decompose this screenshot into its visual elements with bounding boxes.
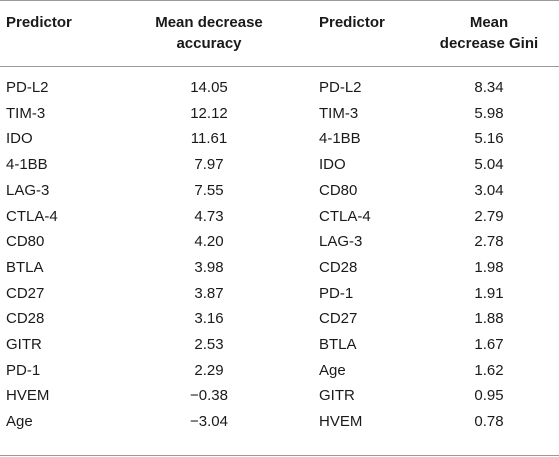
mean-decrease-gini-cell: 2.78 bbox=[474, 233, 504, 251]
mean-decrease-accuracy-cell: 4.20 bbox=[194, 233, 224, 251]
predictor-accuracy-cell: CD80 bbox=[6, 233, 45, 251]
table-row: BTLA 3.98 CD28 1.98 bbox=[0, 255, 559, 281]
mean-decrease-gini-cell: 8.34 bbox=[474, 79, 504, 96]
table-row: GITR 2.53 BTLA 1.67 bbox=[0, 332, 559, 358]
predictor-accuracy-cell: GITR bbox=[6, 336, 42, 354]
mean-decrease-accuracy-cell: 3.16 bbox=[194, 310, 224, 328]
header-line: Predictor bbox=[6, 14, 72, 31]
mean-decrease-accuracy-cell: 4.73 bbox=[194, 207, 224, 225]
mean-decrease-accuracy-cell: 7.97 bbox=[194, 156, 224, 174]
mean-decrease-accuracy-cell: 3.98 bbox=[194, 258, 224, 276]
predictor-gini-cell: IDO bbox=[319, 156, 346, 174]
predictor-accuracy-cell: TIM-3 bbox=[6, 104, 46, 122]
mean-decrease-gini-cell: 5.98 bbox=[474, 104, 504, 122]
table-row: CTLA-4 4.73 CTLA-4 2.79 bbox=[0, 204, 559, 230]
predictor-importance-table: Predictor Mean decrease accuracy Predicto… bbox=[0, 0, 559, 435]
mean-decrease-gini-cell: 1.67 bbox=[474, 336, 504, 354]
mean-decrease-accuracy-cell: −3.04 bbox=[190, 413, 228, 431]
predictor-gini-cell: CD27 bbox=[319, 310, 358, 328]
table-row: HVEM −0.38 GITR 0.95 bbox=[0, 383, 559, 409]
table-body: PD-L2 14.05 PD-L2 8.34 TIM-3 12.12 TIM-3 5.98 ID… bbox=[0, 67, 559, 435]
predictor-accuracy-cell: LAG-3 bbox=[6, 181, 50, 199]
header-mean-decrease-gini: Mean decrease Gini bbox=[419, 0, 559, 67]
mean-decrease-accuracy-cell: 11.61 bbox=[190, 130, 228, 148]
predictor-accuracy-cell: CD28 bbox=[6, 310, 45, 328]
header-mean-decrease-accuracy: Mean decrease accuracy bbox=[105, 0, 313, 67]
predictor-gini-cell: GITR bbox=[319, 387, 355, 405]
mean-decrease-gini-cell: 5.16 bbox=[474, 130, 504, 148]
mean-decrease-accuracy-cell: 2.29 bbox=[194, 361, 224, 379]
predictor-gini-cell: PD-L2 bbox=[319, 79, 362, 96]
header-line: accuracy bbox=[176, 35, 242, 52]
mean-decrease-gini-cell: 0.78 bbox=[474, 413, 504, 431]
table-bottom-rule bbox=[0, 455, 559, 456]
predictor-gini-cell: CD28 bbox=[319, 258, 358, 276]
mean-decrease-gini-cell: 2.79 bbox=[474, 207, 504, 225]
predictor-accuracy-cell: BTLA bbox=[6, 258, 44, 276]
table-row: IDO 11.61 4-1BB 5.16 bbox=[0, 126, 559, 152]
mean-decrease-gini-cell: 1.88 bbox=[474, 310, 504, 328]
mean-decrease-gini-cell: 1.62 bbox=[474, 361, 504, 379]
table-row: CD28 3.16 CD27 1.88 bbox=[0, 306, 559, 332]
header-line: Predictor bbox=[319, 14, 385, 31]
predictor-gini-cell: PD-1 bbox=[319, 284, 354, 302]
mean-decrease-gini-cell: 0.95 bbox=[474, 387, 504, 405]
table-header-rule bbox=[0, 66, 559, 67]
predictor-gini-cell: BTLA bbox=[319, 336, 357, 354]
mean-decrease-accuracy-cell: 3.87 bbox=[194, 284, 224, 302]
table-row: TIM-3 12.12 TIM-3 5.98 bbox=[0, 101, 559, 127]
predictor-gini-cell: CD80 bbox=[319, 181, 358, 199]
predictor-gini-cell: HVEM bbox=[319, 413, 363, 431]
header-line: Mean decrease bbox=[155, 14, 263, 31]
table-header-row: Predictor Mean decrease accuracy Predicto… bbox=[0, 0, 559, 67]
table-row: LAG-3 7.55 CD80 3.04 bbox=[0, 178, 559, 204]
mean-decrease-accuracy-cell: 2.53 bbox=[194, 336, 224, 354]
predictor-accuracy-cell: Age bbox=[6, 413, 33, 431]
table-row: PD-L2 14.05 PD-L2 8.34 bbox=[0, 67, 559, 101]
predictor-accuracy-cell: CD27 bbox=[6, 284, 45, 302]
table-row: CD27 3.87 PD-1 1.91 bbox=[0, 281, 559, 307]
table-row: Age −3.04 HVEM 0.78 bbox=[0, 409, 559, 435]
mean-decrease-accuracy-cell: 12.12 bbox=[190, 104, 228, 122]
mean-decrease-accuracy-cell: −0.38 bbox=[190, 387, 228, 405]
table-top-rule bbox=[0, 0, 559, 1]
mean-decrease-gini-cell: 3.04 bbox=[474, 181, 504, 199]
predictor-gini-cell: LAG-3 bbox=[319, 233, 363, 251]
mean-decrease-gini-cell: 1.98 bbox=[474, 258, 504, 276]
mean-decrease-gini-cell: 5.04 bbox=[474, 156, 504, 174]
table-row: 4-1BB 7.97 IDO 5.04 bbox=[0, 152, 559, 178]
predictor-gini-cell: 4-1BB bbox=[319, 130, 361, 148]
mean-decrease-accuracy-cell: 14.05 bbox=[190, 79, 228, 96]
predictor-accuracy-cell: CTLA-4 bbox=[6, 207, 58, 225]
table-row: CD80 4.20 LAG-3 2.78 bbox=[0, 229, 559, 255]
header-predictor-accuracy: Predictor bbox=[0, 0, 105, 67]
predictor-accuracy-cell: HVEM bbox=[6, 387, 50, 405]
header-line: decrease Gini bbox=[439, 35, 539, 52]
predictor-accuracy-cell: PD-L2 bbox=[6, 79, 49, 96]
predictor-gini-cell: CTLA-4 bbox=[319, 207, 371, 225]
predictor-gini-cell: TIM-3 bbox=[319, 104, 359, 122]
predictor-gini-cell: Age bbox=[319, 361, 346, 379]
predictor-accuracy-cell: 4-1BB bbox=[6, 156, 48, 174]
table-row: PD-1 2.29 Age 1.62 bbox=[0, 358, 559, 384]
header-line: Mean bbox=[469, 14, 509, 31]
predictor-accuracy-cell: PD-1 bbox=[6, 361, 41, 379]
mean-decrease-accuracy-cell: 7.55 bbox=[194, 181, 224, 199]
header-predictor-gini: Predictor bbox=[313, 0, 419, 67]
predictor-accuracy-cell: IDO bbox=[6, 130, 33, 148]
mean-decrease-gini-cell: 1.91 bbox=[474, 284, 504, 302]
